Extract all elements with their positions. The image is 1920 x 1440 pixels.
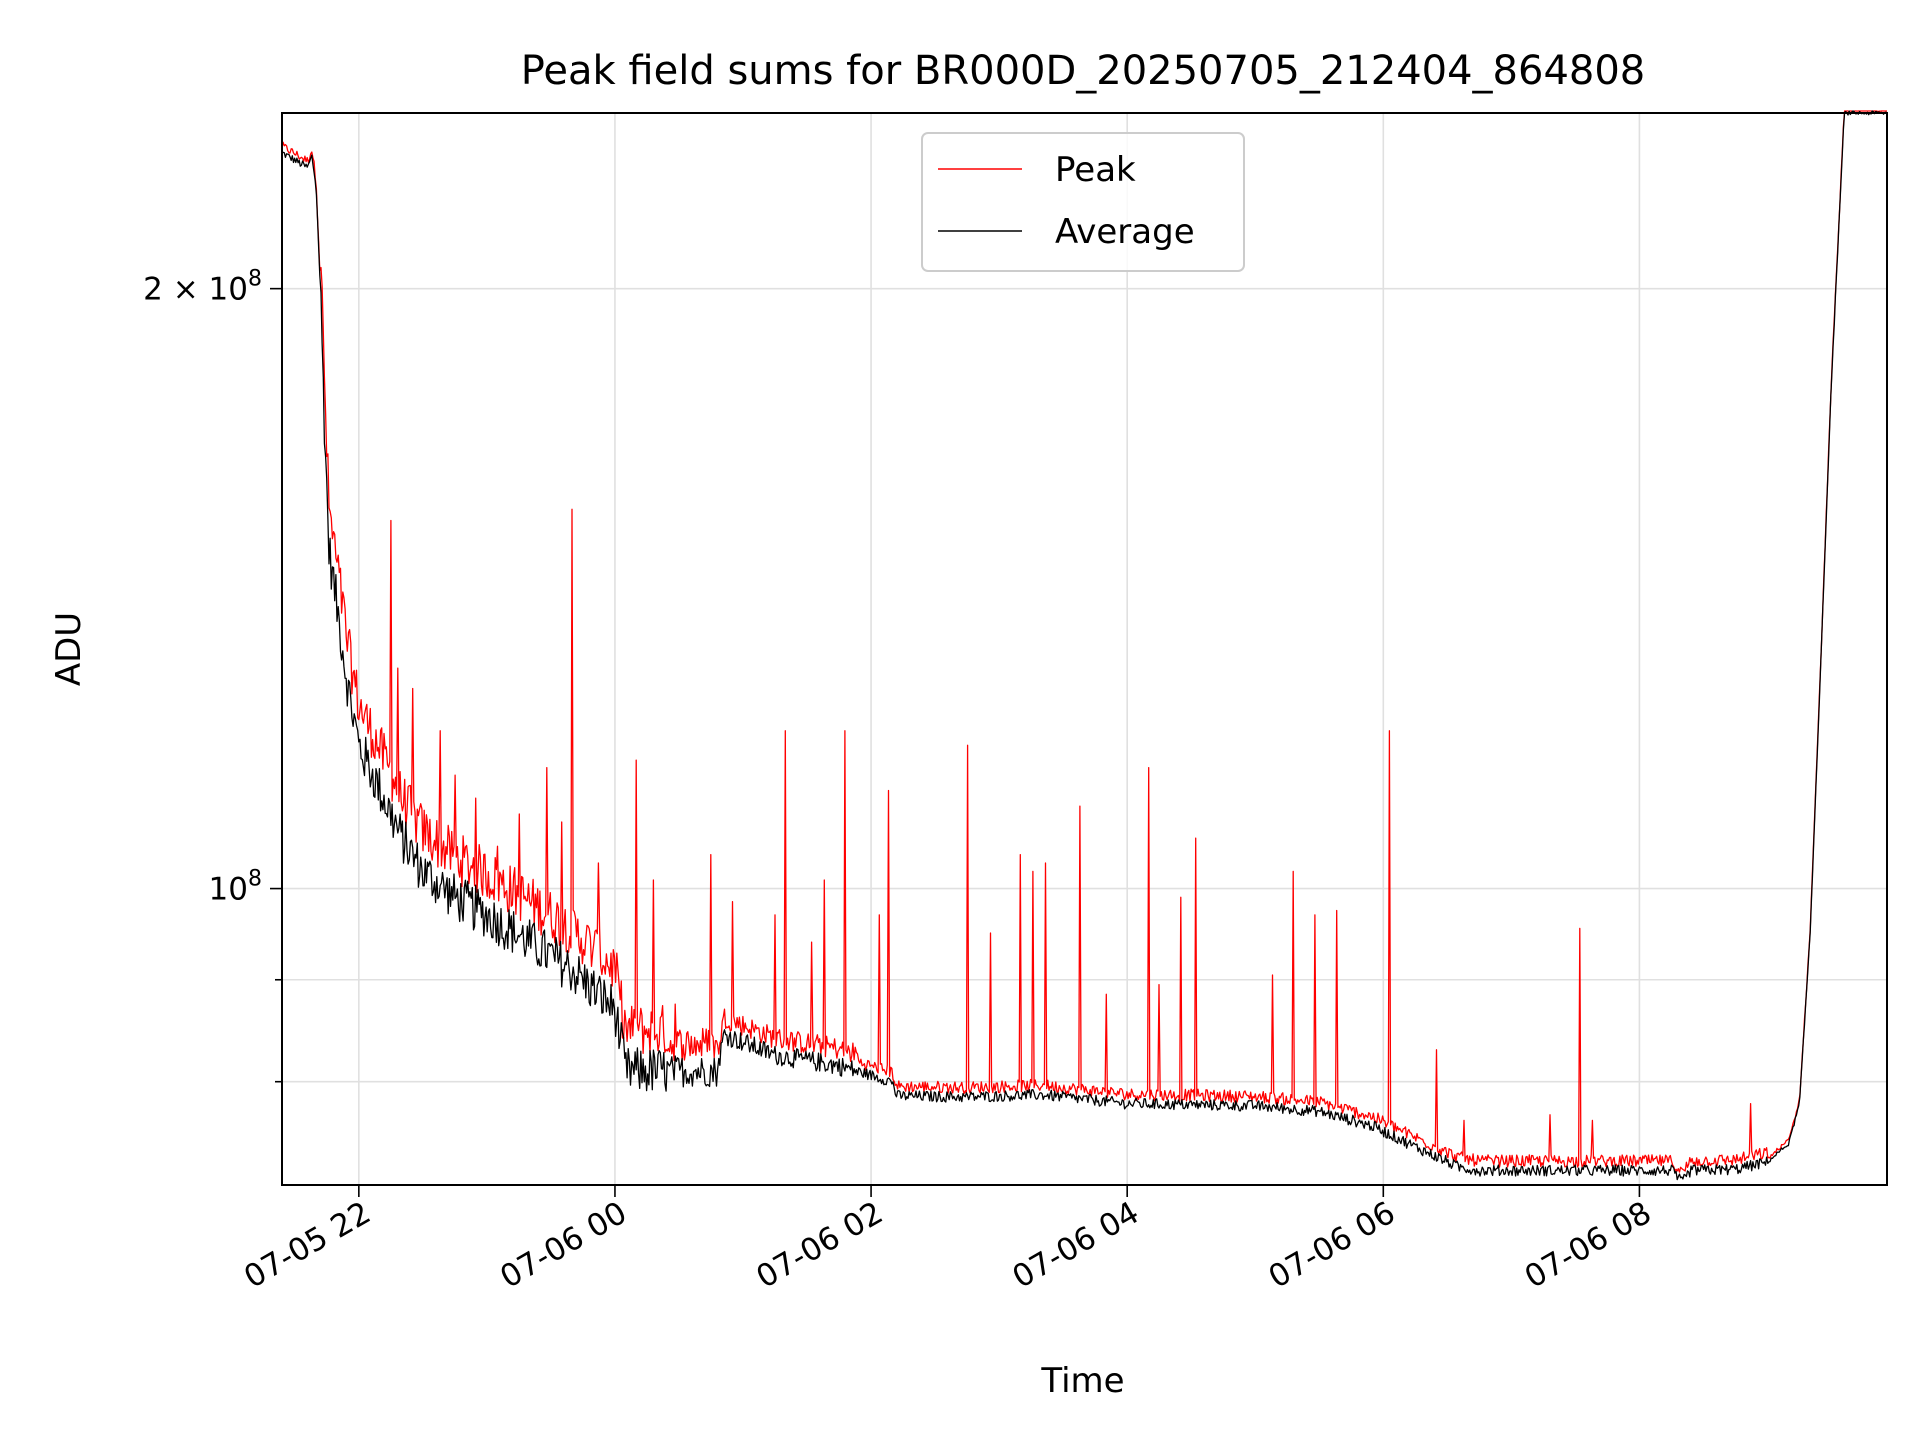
y-axis-label: ADU (49, 612, 89, 686)
legend-label-average: Average (1055, 212, 1195, 252)
y-tick-label: 108 (209, 867, 262, 908)
plot-frame (281, 112, 1888, 1186)
y-tick-label: 2 × 108 (143, 267, 262, 308)
series-line-average (281, 110, 1888, 1181)
legend-label-peak: Peak (1055, 150, 1136, 190)
legend-box (921, 132, 1245, 272)
series-line-peak (281, 110, 1887, 1173)
x-axis-label: Time (1040, 1361, 1124, 1401)
chart-title: Peak field sums for BR000D_20250705_2124… (521, 48, 1646, 94)
plot-data (281, 110, 1888, 1181)
grid-lines (282, 113, 1887, 1185)
legend: Peak Average (921, 132, 1245, 272)
